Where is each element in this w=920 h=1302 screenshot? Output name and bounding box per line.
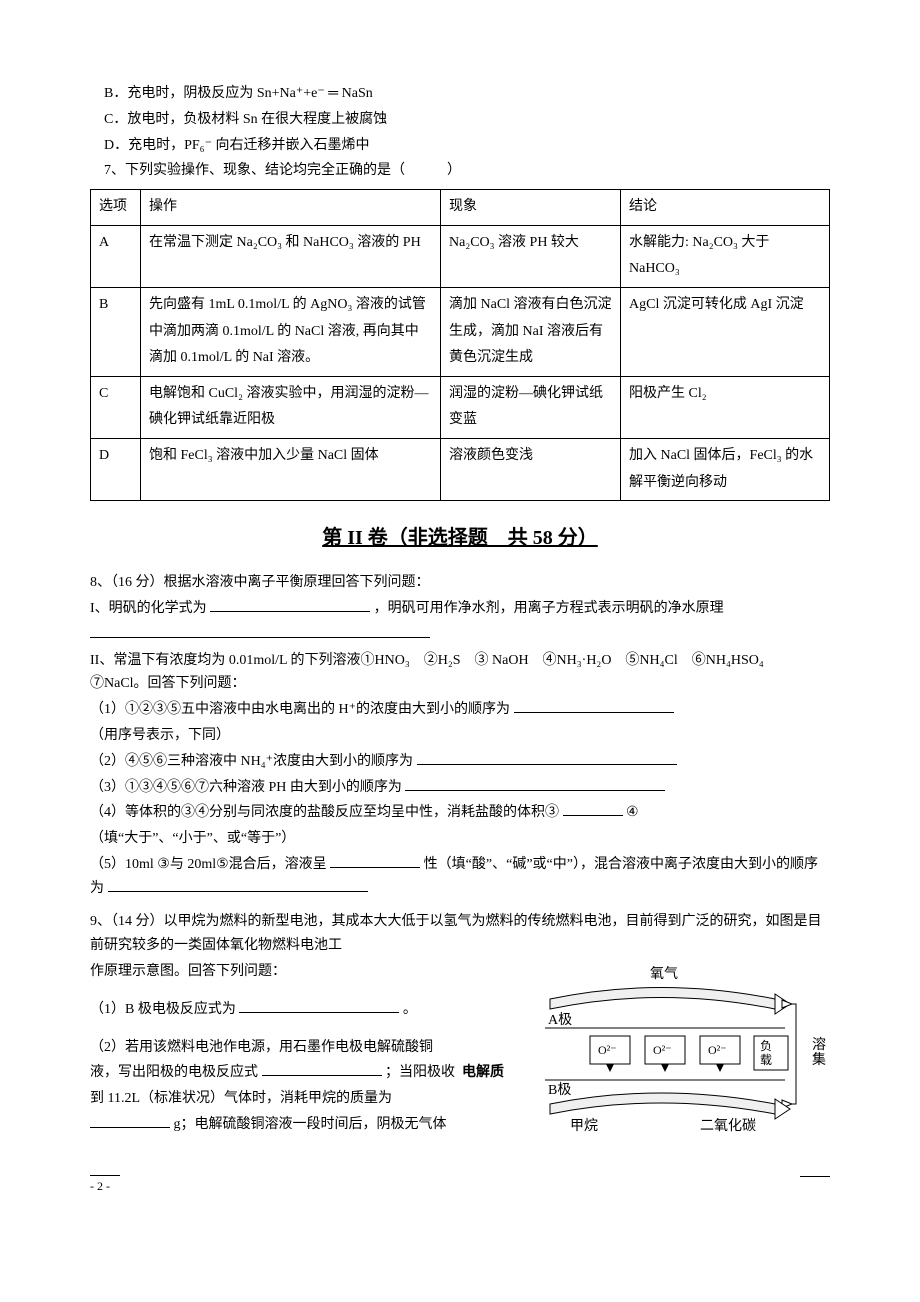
q8-stem: 8、（16 分）根据水溶液中离子平衡原理回答下列问题： [90,571,830,595]
cell-con: AgCl 沉淀可转化成 AgI 沉淀 [621,287,830,376]
table-row: D 饱和 FeCl₃ 溶液中加入少量 NaCl 固体 溶液颜色变浅 加入 NaC… [91,438,830,500]
svg-text:载: 载 [760,1053,772,1067]
svg-text:负: 负 [760,1039,772,1053]
q8-s1-text: （1）①②③⑤五中溶液中由水电离出的 H⁺的浓度由大到小的顺序为 [90,702,510,717]
cell-con: 加入 NaCl 固体后，FeCl₃ 的水解平衡逆向移动 [621,438,830,500]
table-row: 选项 操作 现象 结论 [91,190,830,226]
page-number: - 2 - [90,1179,110,1193]
cell-con: 阳极产生 Cl₂ [621,376,830,438]
blank [563,802,623,816]
q9: 9、（14 分）以甲烷为燃料的新型电池，其成本大大低于以氢气为燃料的传统燃料电池… [90,910,830,1146]
cell-ph: Na₂CO₃ 溶液 PH 较大 [441,225,621,287]
cell-opt: C [91,376,141,438]
blank [239,999,399,1013]
page-footer: - 2 - [90,1175,830,1196]
label-b: B极 [548,1082,571,1098]
q9-s1-text: （1）B 极电极反应式为 [90,1002,236,1017]
option-d: D．充电时，PF₆⁻ 向右迁移并嵌入石墨烯中 [90,134,830,158]
diagram-svg: 氧气 A极 O²⁻ O²⁻ O²⁻ [530,964,800,1134]
q8-s2-text: （2）④⑤⑥三种溶液中 NH₄⁺浓度由大到小的顺序为 [90,754,413,769]
q8-II: II、常温下有浓度均为 0.01mol/L 的下列溶液①HNO₃ ②H₂S ③ … [90,649,830,697]
q9-s2b-text: 液，写出阳极的电极反应式 [90,1065,258,1080]
svg-text:O²⁻: O²⁻ [653,1043,672,1057]
q8-s1b: （用序号表示，下同） [90,724,830,748]
q9-stem-a: 9、（14 分）以甲烷为燃料的新型电池，其成本大大低于以氢气为燃料的传统燃料电池… [90,914,822,953]
section-2-title: 第 II 卷（非选择题 共 58 分） [90,521,830,555]
svg-text:O²⁻: O²⁻ [598,1043,617,1057]
q8-s4: （4）等体积的③④分别与同浓度的盐酸反应至均呈中性，消耗盐酸的体积③ ④ [90,801,830,825]
blank [90,1114,170,1128]
side-label-text: 溶集 [812,1038,830,1069]
table-row: C 电解饱和 CuCl₂ 溶液实验中，用润湿的淀粉—碘化钾试纸靠近阳极 润湿的淀… [91,376,830,438]
q8-I-a: I、明矾的化学式为 [90,601,207,616]
q8-s3-text: （3）①③④⑤⑥⑦六种溶液 PH 由大到小的顺序为 [90,780,402,795]
q8-s4b: ④ [626,805,639,820]
label-oxygen: 氧气 [650,966,678,982]
th-phenomenon: 现象 [441,190,621,226]
q9-s2e-text: g；电解硫酸铜溶液一段时间后，阴极无气体 [174,1117,447,1132]
cell-opt: A [91,225,141,287]
th-conclusion: 结论 [621,190,830,226]
cell-ph: 溶液颜色变浅 [441,438,621,500]
cell-con: 水解能力: Na₂CO₃ 大于 NaHCO₃ [621,225,830,287]
q8-s4c: （填“大于”、“小于”、或“等于”） [90,827,830,851]
cell-op: 饱和 FeCl₃ 溶液中加入少量 NaCl 固体 [141,438,441,500]
blank [210,598,370,612]
label-ch4: 甲烷 [570,1118,598,1134]
cell-opt: B [91,287,141,376]
q8-I-b: ，明矾可用作净水剂，用离子方程式表示明矾的净水原理 [374,601,724,616]
th-option: 选项 [91,190,141,226]
cell-ph: 滴加 NaCl 溶液有白色沉淀生成，滴加 NaI 溶液后有黄色沉淀生成 [441,287,621,376]
label-co2: 二氧化碳 [700,1118,756,1134]
q7-stem: 7、下列实验操作、现象、结论均完全正确的是（ ） [90,159,830,183]
option-c: C．放电时，负极材料 Sn 在很大程度上被腐蚀 [90,108,830,132]
th-operation: 操作 [141,190,441,226]
blank [262,1062,382,1076]
option-b: B．充电时，阴极反应为 Sn+Na⁺+e⁻ ═ NaSn [90,82,830,106]
blank [405,777,665,791]
blank [330,854,420,868]
blank [108,878,368,892]
table-row: A 在常温下测定 Na₂CO₃ 和 NaHCO₃ 溶液的 PH Na₂CO₃ 溶… [91,225,830,287]
q8: 8、（16 分）根据水溶液中离子平衡原理回答下列问题： I、明矾的化学式为 ，明… [90,571,830,900]
cell-opt: D [91,438,141,500]
q7-table: 选项 操作 现象 结论 A 在常温下测定 Na₂CO₃ 和 NaHCO₃ 溶液的… [90,189,830,501]
svg-text:O²⁻: O²⁻ [708,1043,727,1057]
q8-I: I、明矾的化学式为 ，明矾可用作净水剂，用离子方程式表示明矾的净水原理 [90,597,830,621]
side-label-right: 溶集 [812,964,830,1143]
blank [417,751,677,765]
blank [90,624,430,638]
fuel-cell-diagram: 氧气 A极 O²⁻ O²⁻ O²⁻ [530,964,830,1143]
q9-s2a-text: （2）若用该燃料电池作电源，用石墨作电极电解硫酸铜 [90,1040,433,1055]
q8-s5a: （5）10ml ③与 20ml⑤混合后，溶液呈 [90,857,327,872]
q8-s2: （2）④⑤⑥三种溶液中 NH₄⁺浓度由大到小的顺序为 [90,750,830,774]
q9-s1-end: 。 [403,1002,417,1017]
q8-s3: （3）①③④⑤⑥⑦六种溶液 PH 由大到小的顺序为 [90,776,830,800]
q8-s5: （5）10ml ③与 20ml⑤混合后，溶液呈 性（填“酸”、“碱”或“中”），… [90,853,830,901]
blank [514,699,674,713]
q8-s4a: （4）等体积的③④分别与同浓度的盐酸反应至均呈中性，消耗盐酸的体积③ [90,805,559,820]
cell-op: 先向盛有 1mL 0.1mol/L 的 AgNO₃ 溶液的试管中滴加两滴 0.1… [141,287,441,376]
cell-op: 在常温下测定 Na₂CO₃ 和 NaHCO₃ 溶液的 PH [141,225,441,287]
q8-s1: （1）①②③⑤五中溶液中由水电离出的 H⁺的浓度由大到小的顺序为 [90,698,830,722]
label-a: A极 [548,1012,572,1028]
cell-ph: 润湿的淀粉—碘化钾试纸变蓝 [441,376,621,438]
side-label-electrolyte: 电解质 [462,1065,504,1080]
table-row: B 先向盛有 1mL 0.1mol/L 的 AgNO₃ 溶液的试管中滴加两滴 0… [91,287,830,376]
cell-op: 电解饱和 CuCl₂ 溶液实验中，用润湿的淀粉—碘化钾试纸靠近阳极 [141,376,441,438]
q9-stem: 9、（14 分）以甲烷为燃料的新型电池，其成本大大低于以氢气为燃料的传统燃料电池… [90,910,830,958]
q9-s2c-text: ；当阳极收 [385,1065,455,1080]
